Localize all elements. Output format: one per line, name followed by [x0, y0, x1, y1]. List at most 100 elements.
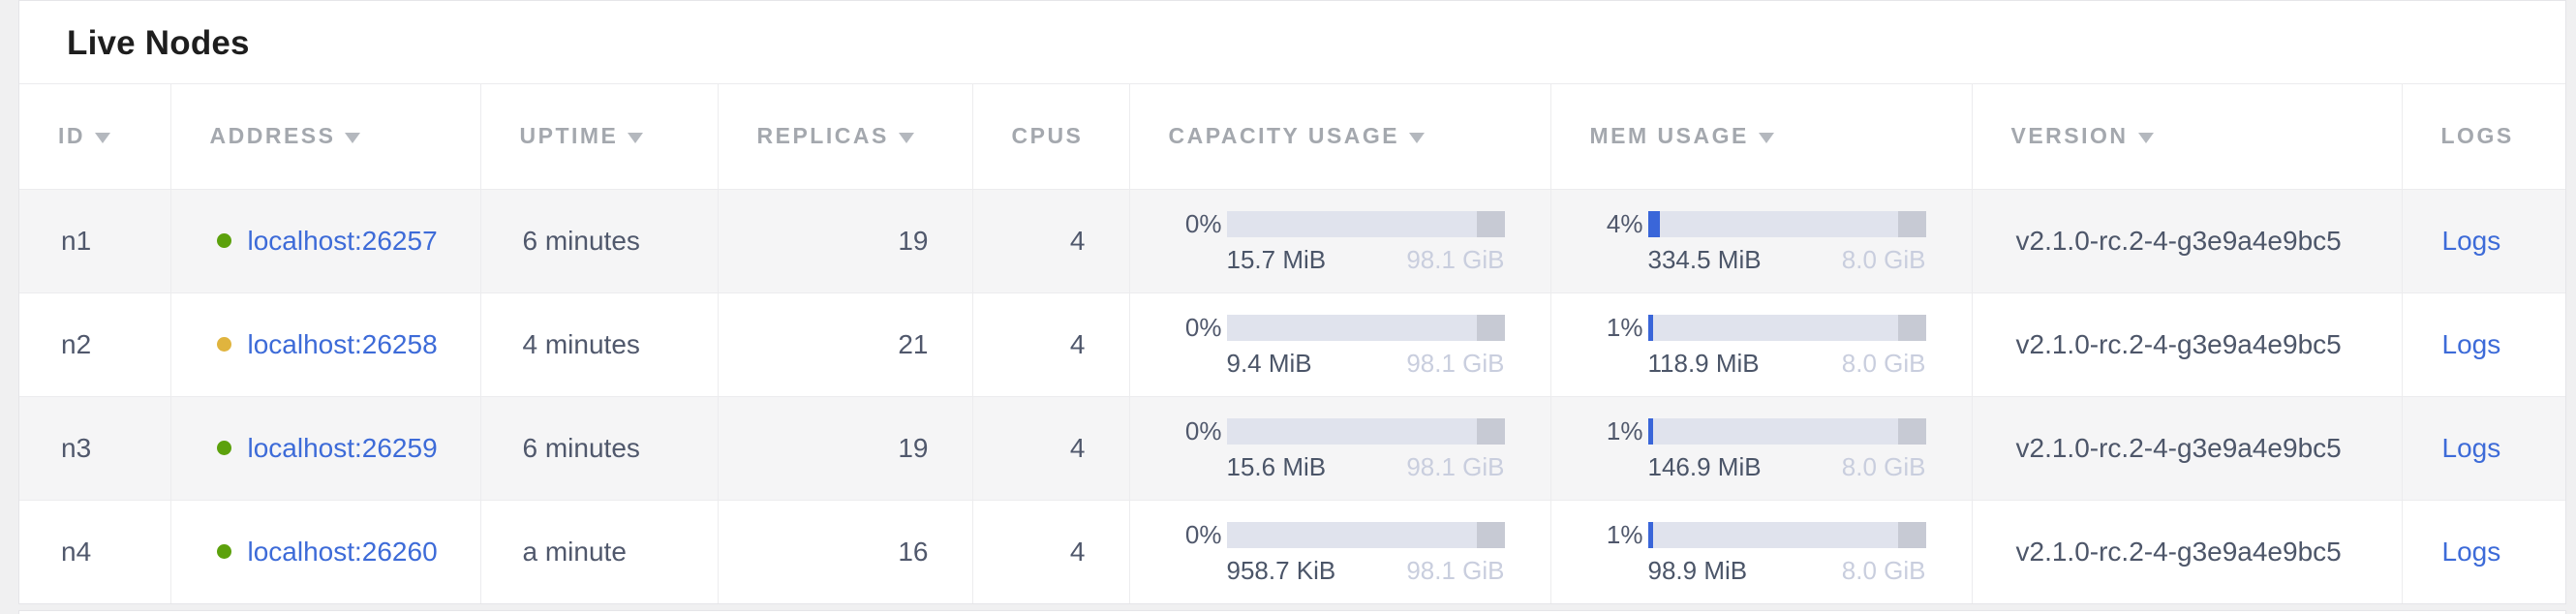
cpus-cell: 4 [971, 292, 1129, 396]
capacity-bar-end-block [1476, 210, 1505, 237]
logs-link[interactable]: Logs [2441, 432, 2501, 463]
capacity-total: 98.1 GiB [1406, 451, 1505, 481]
table-header-row: ID ADDRESS UPTIME REPLICAS CPUS CAPACITY… [19, 84, 2565, 189]
mem-used: 334.5 MiB [1647, 244, 1762, 274]
capacity-used: 958.7 KiB [1226, 555, 1336, 585]
column-header-capacity-usage[interactable]: CAPACITY USAGE [1128, 84, 1550, 189]
capacity-used: 9.4 MiB [1226, 348, 1312, 378]
capacity-bar [1226, 417, 1505, 445]
sort-arrow-icon [1758, 133, 1774, 144]
mem-bar [1647, 314, 1926, 341]
mem-bar-end-block [1897, 210, 1926, 237]
logs-cell: Logs [2401, 395, 2565, 500]
mem-usage-cell: 1% 146.9 MiB 8.0 GiB [1549, 395, 1972, 500]
column-header-version[interactable]: VERSION [1971, 84, 2402, 189]
capacity-percent: 0% [1184, 415, 1222, 445]
address-cell: localhost:26260 [169, 499, 480, 603]
mem-bar-fill [1647, 314, 1653, 341]
capacity-bar [1226, 210, 1505, 237]
uptime-cell: 6 minutes [479, 188, 718, 292]
column-header-uptime[interactable]: UPTIME [479, 84, 718, 189]
capacity-bar [1226, 314, 1505, 341]
address-link[interactable]: localhost:26259 [247, 432, 438, 463]
node-row-n3: n3 localhost:26259 6 minutes 19 4 0% [19, 395, 2565, 500]
mem-total: 8.0 GiB [1841, 244, 1926, 274]
column-header-replicas[interactable]: REPLICAS [717, 84, 972, 189]
mem-bar-fill [1647, 417, 1653, 445]
capacity-percent: 0% [1184, 208, 1222, 238]
cpus-cell: 4 [971, 188, 1129, 292]
capacity-bar-end-block [1476, 314, 1505, 341]
mem-used: 118.9 MiB [1647, 348, 1760, 378]
column-header-address[interactable]: ADDRESS [169, 84, 480, 189]
mem-bar-fill [1647, 210, 1660, 237]
node-status-dot [216, 543, 231, 559]
node-status-dot [216, 336, 231, 352]
page-title: Live Nodes [19, 1, 2565, 84]
address-cell: localhost:26257 [169, 188, 480, 292]
address-cell: localhost:26258 [169, 292, 480, 396]
capacity-percent: 0% [1184, 519, 1222, 549]
node-row-n2: n2 localhost:26258 4 minutes 21 4 0% [19, 292, 2565, 396]
mem-bar [1647, 521, 1926, 548]
capacity-bar [1226, 521, 1505, 548]
logs-cell: Logs [2401, 499, 2565, 603]
live-nodes-card: Live Nodes ID ADDRESS UPTIME REPLICAS CP… [18, 0, 2566, 604]
capacity-used: 15.7 MiB [1226, 244, 1327, 274]
address-link[interactable]: localhost:26257 [247, 225, 438, 256]
uptime-cell: a minute [479, 499, 718, 603]
capacity-usage-cell: 0% 958.7 KiB 98.1 GiB [1128, 499, 1550, 603]
column-header-id[interactable]: ID [19, 84, 170, 189]
replicas-cell: 21 [717, 292, 972, 396]
node-id-cell: n4 [19, 499, 170, 603]
capacity-total: 98.1 GiB [1406, 555, 1505, 585]
mem-bar [1647, 210, 1926, 237]
mem-bar-fill [1647, 521, 1653, 548]
mem-used: 98.9 MiB [1647, 555, 1748, 585]
mem-percent: 1% [1606, 312, 1643, 342]
version-cell: v2.1.0-rc.2-4-g3e9a4e9bc5 [1971, 292, 2402, 396]
mem-percent: 1% [1606, 415, 1643, 445]
mem-total: 8.0 GiB [1841, 451, 1926, 481]
mem-usage-cell: 4% 334.5 MiB 8.0 GiB [1549, 188, 1972, 292]
logs-cell: Logs [2401, 292, 2565, 396]
sort-arrow-icon [95, 133, 110, 144]
node-status-dot [216, 232, 231, 248]
capacity-bar-end-block [1476, 417, 1505, 445]
column-header-cpus: CPUS [971, 84, 1129, 189]
version-cell: v2.1.0-rc.2-4-g3e9a4e9bc5 [1971, 188, 2402, 292]
mem-bar-end-block [1897, 314, 1926, 341]
mem-usage-cell: 1% 118.9 MiB 8.0 GiB [1549, 292, 1972, 396]
mem-total: 8.0 GiB [1841, 348, 1926, 378]
uptime-cell: 4 minutes [479, 292, 718, 396]
sort-arrow-icon [2137, 133, 2154, 144]
address-link[interactable]: localhost:26260 [247, 536, 438, 567]
next-card-top-edge [18, 610, 2566, 614]
column-header-mem-usage[interactable]: MEM USAGE [1549, 84, 1972, 189]
logs-link[interactable]: Logs [2441, 225, 2501, 256]
capacity-total: 98.1 GiB [1406, 244, 1505, 274]
sort-arrow-icon [628, 133, 644, 144]
replicas-cell: 19 [717, 188, 972, 292]
sort-arrow-icon [898, 133, 914, 144]
mem-percent: 1% [1606, 519, 1643, 549]
sort-arrow-icon [345, 133, 361, 144]
capacity-usage-cell: 0% 15.7 MiB 98.1 GiB [1128, 188, 1550, 292]
node-row-n1: n1 localhost:26257 6 minutes 19 4 0% [19, 188, 2565, 292]
capacity-usage-cell: 0% 15.6 MiB 98.1 GiB [1128, 395, 1550, 500]
mem-percent: 4% [1606, 208, 1643, 238]
mem-usage-cell: 1% 98.9 MiB 8.0 GiB [1549, 499, 1972, 603]
capacity-percent: 0% [1184, 312, 1222, 342]
node-id-cell: n3 [19, 395, 170, 500]
capacity-total: 98.1 GiB [1406, 348, 1505, 378]
mem-total: 8.0 GiB [1841, 555, 1926, 585]
replicas-cell: 19 [717, 395, 972, 500]
logs-link[interactable]: Logs [2441, 328, 2501, 359]
live-nodes-table: ID ADDRESS UPTIME REPLICAS CPUS CAPACITY… [19, 84, 2565, 603]
node-id-cell: n2 [19, 292, 170, 396]
mem-bar [1647, 417, 1926, 445]
logs-cell: Logs [2401, 188, 2565, 292]
address-link[interactable]: localhost:26258 [247, 328, 438, 359]
version-cell: v2.1.0-rc.2-4-g3e9a4e9bc5 [1971, 395, 2402, 500]
logs-link[interactable]: Logs [2441, 536, 2501, 567]
